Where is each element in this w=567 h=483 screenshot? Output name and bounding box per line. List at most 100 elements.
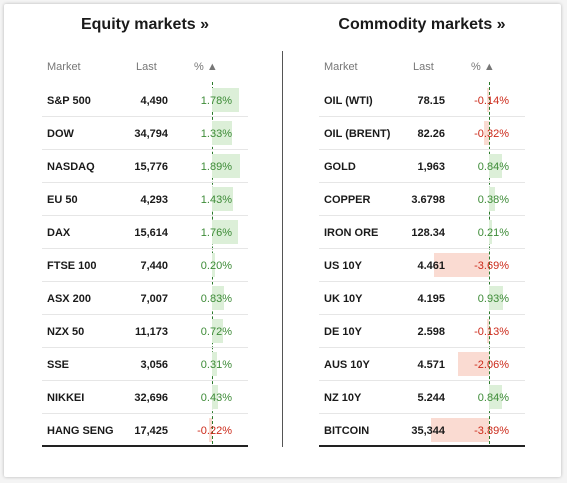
last-value: 32,696	[134, 392, 168, 404]
change-bar	[489, 154, 502, 178]
pct-change: 1.76%	[200, 227, 232, 239]
pct-change: 1.33%	[200, 128, 232, 140]
market-name: SSE	[47, 359, 70, 371]
table-row[interactable]: US 10Y 4.461 -3.69%	[319, 249, 525, 282]
commodity-title-link[interactable]: Commodity markets »	[338, 16, 506, 33]
last-value: 5.244	[417, 392, 445, 404]
equity-header-market[interactable]: Market	[47, 61, 81, 73]
last-value: 128.34	[411, 227, 445, 239]
market-name: GOLD	[324, 161, 356, 173]
change-bar	[212, 187, 234, 211]
change-bar	[458, 352, 489, 376]
equity-table-header: Market Last % ▲	[42, 56, 248, 82]
table-row[interactable]: HANG SENG 17,425 -0.22%	[42, 414, 248, 447]
change-bar	[212, 88, 239, 112]
table-row[interactable]: SSE 3,056 0.31%	[42, 348, 248, 381]
change-bar	[212, 220, 239, 244]
commodity-rows: OIL (WTI) 78.15 -0.14% OIL (BRENT) 82.26 -0.3…	[319, 84, 525, 447]
market-name: NZ 10Y	[324, 392, 362, 404]
pct-change: -0.13%	[474, 326, 509, 338]
panel-divider	[282, 51, 283, 447]
commodity-header-pct[interactable]: % ▲	[471, 61, 495, 73]
pct-change: -0.14%	[474, 95, 509, 107]
change-bar	[212, 154, 241, 178]
change-bar	[212, 352, 217, 376]
market-name: UK 10Y	[324, 293, 363, 305]
pct-change: 0.20%	[200, 260, 232, 272]
last-value: 35,344	[411, 425, 445, 437]
markets-card: Equity markets » Market Last % ▲ S&P 500…	[4, 4, 561, 477]
table-row[interactable]: COPPER 3.6798 0.38%	[319, 183, 525, 216]
market-name: NASDAQ	[47, 161, 95, 173]
table-row[interactable]: GOLD 1,963 0.84%	[319, 150, 525, 183]
table-row[interactable]: UK 10Y 4.195 0.93%	[319, 282, 525, 315]
pct-change: 0.31%	[200, 359, 232, 371]
last-value: 4.571	[417, 359, 445, 371]
pct-change: -0.22%	[197, 425, 232, 437]
pct-change: 0.21%	[477, 227, 509, 239]
last-value: 1,963	[417, 161, 445, 173]
change-bar	[486, 88, 489, 112]
last-value: 4,293	[140, 194, 168, 206]
table-row[interactable]: NASDAQ 15,776 1.89%	[42, 150, 248, 183]
last-value: 3.6798	[411, 194, 445, 206]
equity-header-pct[interactable]: % ▲	[194, 61, 218, 73]
pct-change: -0.32%	[474, 128, 509, 140]
pct-change: 0.84%	[477, 392, 509, 404]
commodity-header-last[interactable]: Last	[413, 61, 434, 73]
pct-change: 0.38%	[477, 194, 509, 206]
pct-change: 1.78%	[200, 95, 232, 107]
market-name: NIKKEI	[47, 392, 85, 404]
change-bar	[487, 319, 489, 343]
change-bar	[484, 121, 489, 145]
table-row[interactable]: OIL (BRENT) 82.26 -0.32%	[319, 117, 525, 150]
market-name: US 10Y	[324, 260, 362, 272]
commodity-table-header: Market Last % ▲	[319, 56, 525, 82]
last-value: 3,056	[140, 359, 168, 371]
market-name: IRON ORE	[324, 227, 379, 239]
market-name: AUS 10Y	[324, 359, 370, 371]
market-name: DOW	[47, 128, 74, 140]
table-row[interactable]: NIKKEI 32,696 0.43%	[42, 381, 248, 414]
commodity-header-market[interactable]: Market	[324, 61, 358, 73]
table-row[interactable]: NZX 50 11,173 0.72%	[42, 315, 248, 348]
pct-change: 0.43%	[200, 392, 232, 404]
equity-header-last[interactable]: Last	[136, 61, 157, 73]
table-row[interactable]: ASX 200 7,007 0.83%	[42, 282, 248, 315]
table-row[interactable]: IRON ORE 128.34 0.21%	[319, 216, 525, 249]
market-name: OIL (BRENT)	[324, 128, 391, 140]
change-bar	[212, 286, 225, 310]
table-row[interactable]: EU 50 4,293 1.43%	[42, 183, 248, 216]
table-row[interactable]: FTSE 100 7,440 0.20%	[42, 249, 248, 282]
change-bar	[489, 187, 495, 211]
market-name: FTSE 100	[47, 260, 97, 272]
change-bar	[212, 121, 232, 145]
market-name: EU 50	[47, 194, 78, 206]
pct-change: 0.72%	[200, 326, 232, 338]
table-row[interactable]: OIL (WTI) 78.15 -0.14%	[319, 84, 525, 117]
market-name: ASX 200	[47, 293, 92, 305]
table-row[interactable]: S&P 500 4,490 1.78%	[42, 84, 248, 117]
table-row[interactable]: NZ 10Y 5.244 0.84%	[319, 381, 525, 414]
equity-title-link[interactable]: Equity markets »	[80, 16, 210, 33]
last-value: 78.15	[417, 95, 445, 107]
pct-change: -3.69%	[474, 260, 509, 272]
last-value: 7,440	[140, 260, 168, 272]
table-row[interactable]: BITCOIN 35,344 -3.89%	[319, 414, 525, 447]
table-row[interactable]: DE 10Y 2.598 -0.13%	[319, 315, 525, 348]
last-value: 11,173	[134, 326, 168, 338]
market-name: DAX	[47, 227, 71, 239]
pct-change: 1.43%	[200, 194, 232, 206]
last-value: 7,007	[140, 293, 168, 305]
last-value: 17,425	[134, 425, 168, 437]
last-value: 2.598	[417, 326, 445, 338]
equity-rows: S&P 500 4,490 1.78% DOW 34,794 1.33% NASDAQ 15,…	[42, 84, 248, 447]
table-row[interactable]: DOW 34,794 1.33%	[42, 117, 248, 150]
last-value: 15,776	[134, 161, 168, 173]
market-name: HANG SENG	[47, 425, 114, 437]
table-row[interactable]: AUS 10Y 4.571 -2.06%	[319, 348, 525, 381]
change-bar	[433, 253, 489, 277]
change-bar	[212, 253, 215, 277]
market-name: NZX 50	[47, 326, 85, 338]
table-row[interactable]: DAX 15,614 1.76%	[42, 216, 248, 249]
